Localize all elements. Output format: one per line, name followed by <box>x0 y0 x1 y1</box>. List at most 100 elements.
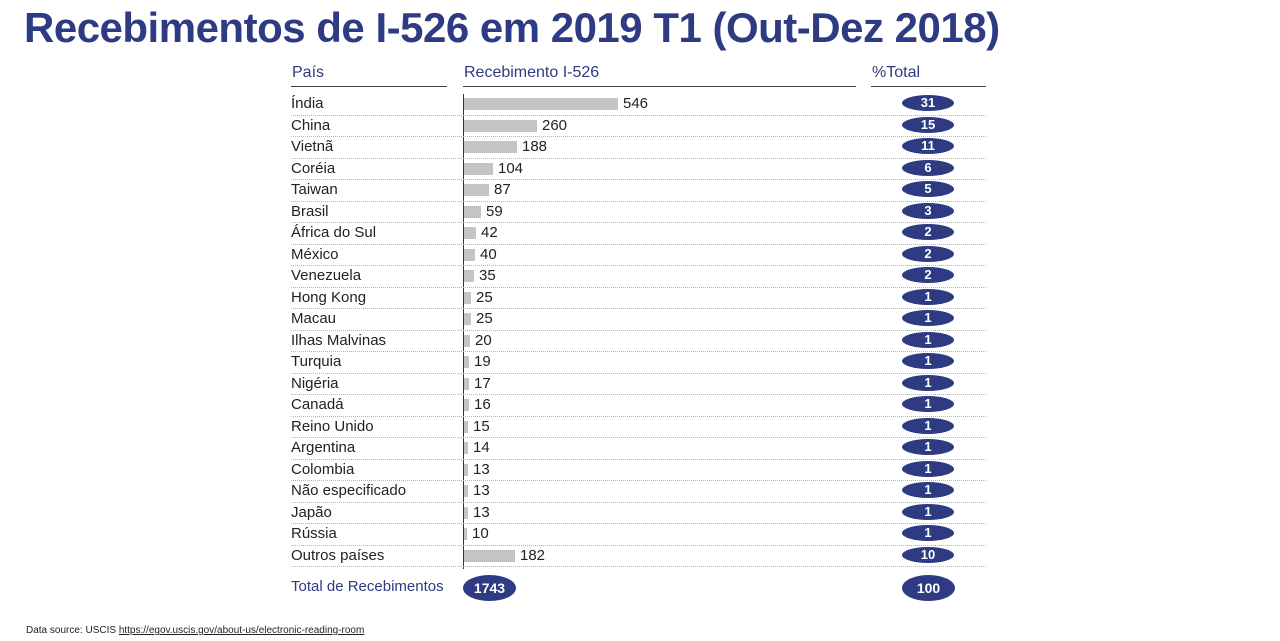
row-separator <box>291 179 986 180</box>
bar-value-label: 14 <box>473 439 490 456</box>
row-separator <box>291 222 986 223</box>
bar-value-label: 10 <box>472 525 489 542</box>
country-label: Vietnã <box>291 138 334 155</box>
receipts-header-underline <box>463 86 856 87</box>
percent-badge: 1 <box>902 482 954 498</box>
source-link[interactable]: https://egov.uscis.gov/about-us/electron… <box>118 625 365 636</box>
bar-value-label: 59 <box>486 202 503 220</box>
bar-value-label: 104 <box>498 159 524 177</box>
bar-value-label: 15 <box>473 417 490 435</box>
receipt-bar <box>464 162 493 175</box>
country-label: Rússia <box>291 525 337 542</box>
receipt-bar <box>464 399 469 411</box>
receipt-bar <box>464 420 468 433</box>
receipt-bar <box>464 119 537 132</box>
bar-value-label: 40 <box>480 245 497 263</box>
row-separator <box>291 437 986 438</box>
row-separator <box>291 501 986 503</box>
country-label: Brasil <box>291 202 329 220</box>
country-label: África do Sul <box>291 224 377 241</box>
percent-badge: 1 <box>902 525 954 541</box>
bar-value-label: 42 <box>481 224 498 241</box>
row-separator <box>291 351 986 352</box>
total-percent-badge: 100 <box>902 575 955 601</box>
percent-badge: 1 <box>902 439 954 455</box>
bar-value-label: 188 <box>522 138 548 155</box>
percent-badge: 31 <box>902 95 954 111</box>
row-separator <box>291 243 986 245</box>
row-separator <box>291 544 986 546</box>
percent-badge: 1 <box>902 417 954 434</box>
percent-badge: 2 <box>902 267 954 283</box>
percent-column-header: %Total <box>872 64 921 81</box>
bar-value-label: 20 <box>475 331 492 349</box>
bar-value-label: 87 <box>494 181 511 198</box>
receipt-bar <box>464 549 515 562</box>
country-label: Não especificado <box>291 482 407 499</box>
country-header-underline <box>291 86 447 87</box>
bar-value-label: 16 <box>474 396 491 413</box>
row-separator <box>291 394 986 395</box>
receipt-bar <box>464 227 476 239</box>
bar-value-label: 25 <box>476 310 493 327</box>
country-label: Hong Kong <box>291 288 367 306</box>
receipt-bar <box>464 313 471 325</box>
country-label: Coréia <box>291 159 336 177</box>
country-label: Ilhas Malvinas <box>291 331 387 349</box>
country-label: Colombia <box>291 460 355 478</box>
percent-badge: 1 <box>902 374 954 391</box>
bar-axis-line <box>463 94 464 569</box>
receipt-bar <box>464 291 471 304</box>
receipt-bar <box>464 248 475 261</box>
row-separator <box>291 157 986 159</box>
country-label: Reino Unido <box>291 417 374 435</box>
percent-badge: 1 <box>902 331 954 348</box>
percent-badge: 2 <box>902 245 954 262</box>
row-separator <box>291 523 986 524</box>
row-separator <box>291 265 986 266</box>
percent-badge: 1 <box>902 503 954 520</box>
data-source-note: Data source: USCIS https://egov.uscis.go… <box>26 625 364 636</box>
receipts-column-header: Recebimento I-526 <box>464 64 600 81</box>
row-separator <box>291 415 986 417</box>
bar-value-label: 13 <box>473 460 490 478</box>
bar-value-label: 13 <box>473 482 490 499</box>
country-label: Venezuela <box>291 267 362 284</box>
bar-value-label: 25 <box>476 288 493 306</box>
percent-badge: 3 <box>902 202 954 219</box>
receipt-bar <box>464 528 467 540</box>
page-title: Recebimentos de I-526 em 2019 T1 (Out-De… <box>24 4 1000 51</box>
total-value-badge: 1743 <box>463 575 516 601</box>
country-label: Outros países <box>291 546 385 564</box>
bar-value-label: 260 <box>542 116 568 134</box>
source-prefix: Data source: USCIS <box>26 625 119 636</box>
bar-value-label: 35 <box>479 267 496 284</box>
country-label: Nigéria <box>291 374 339 392</box>
percent-header-underline <box>871 86 986 87</box>
bar-value-label: 17 <box>474 374 491 392</box>
percent-badge: 1 <box>902 460 954 477</box>
country-column-header: País <box>292 64 325 81</box>
row-separator <box>291 458 986 460</box>
country-label: China <box>291 116 331 134</box>
row-separator <box>291 372 986 374</box>
percent-badge: 1 <box>902 353 954 369</box>
row-separator <box>291 480 986 481</box>
country-label: Taiwan <box>291 181 338 198</box>
percent-badge: 1 <box>902 310 954 326</box>
percent-badge: 1 <box>902 396 954 412</box>
bar-value-label: 13 <box>473 503 490 521</box>
bar-value-label: 182 <box>520 546 546 564</box>
receipt-bar <box>464 270 474 282</box>
total-label: Total de Recebimentos <box>291 578 444 595</box>
percent-badge: 11 <box>902 138 954 154</box>
receipt-bar <box>464 98 618 110</box>
row-separator <box>291 308 986 309</box>
bar-value-label: 19 <box>474 353 491 370</box>
receipt-bar <box>464 334 470 347</box>
country-label: Índia <box>291 95 324 112</box>
row-separator <box>291 136 986 137</box>
row-separator <box>291 329 986 331</box>
receipt-bar <box>464 377 469 390</box>
percent-badge: 15 <box>902 116 954 133</box>
